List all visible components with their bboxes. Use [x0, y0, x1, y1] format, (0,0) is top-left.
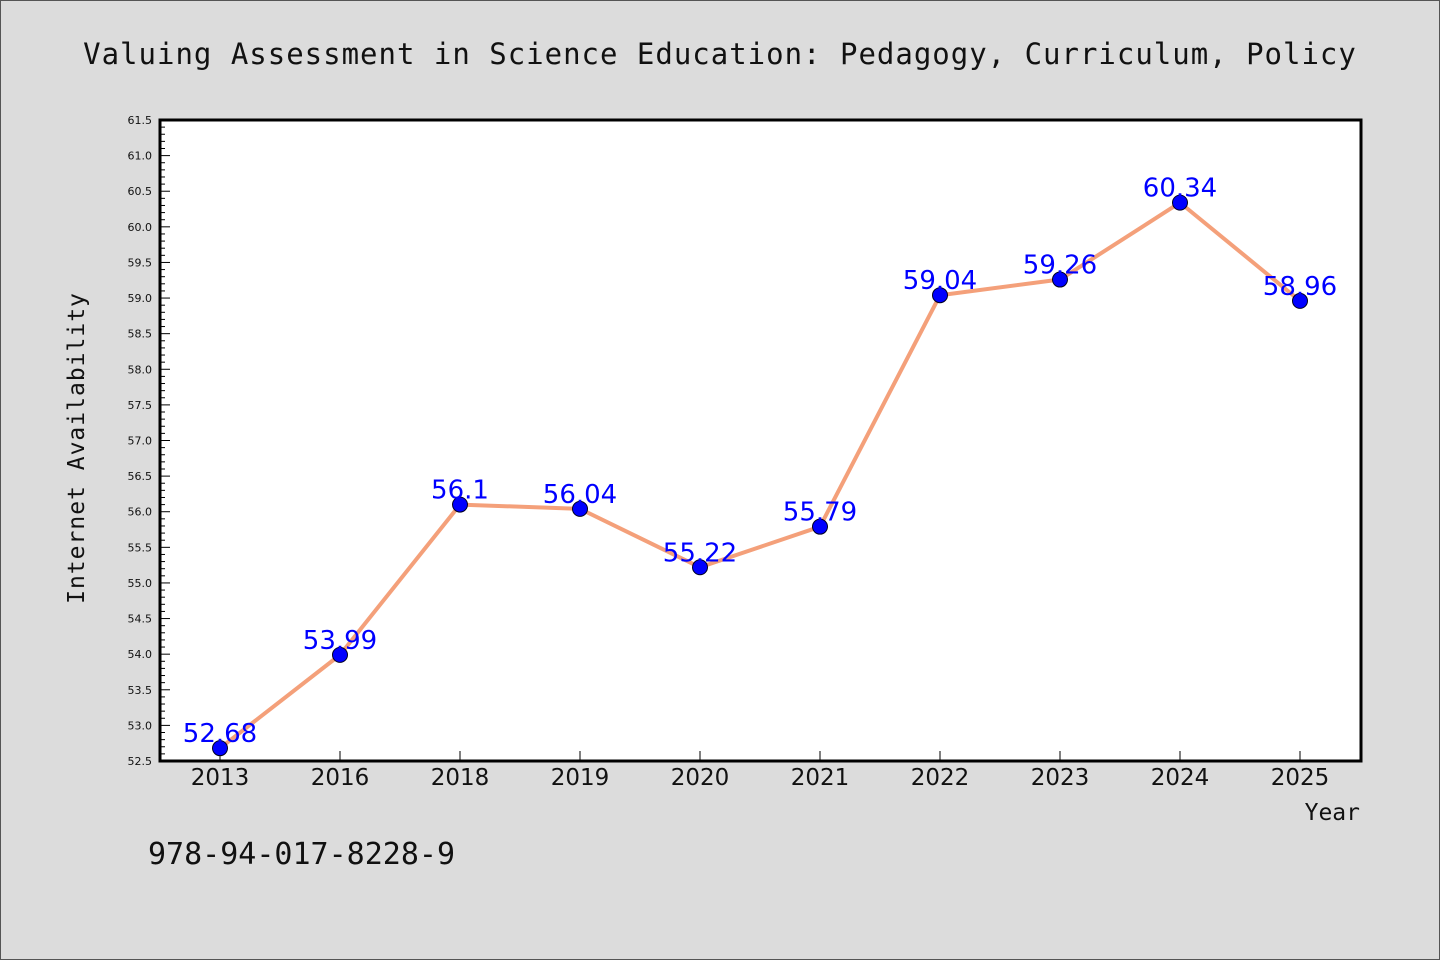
y-tick-label: 57.0 — [128, 435, 153, 448]
y-tick-label: 56.5 — [128, 470, 153, 483]
data-point — [1292, 292, 1308, 309]
y-tick-label: 53.0 — [128, 719, 153, 732]
data-point — [932, 287, 948, 304]
data-point — [812, 518, 828, 535]
x-tick-label: 2019 — [551, 765, 610, 791]
x-tick-label: 2021 — [791, 765, 850, 791]
y-tick-label: 57.5 — [128, 399, 153, 412]
y-tick-label: 52.5 — [128, 755, 153, 768]
x-tick-label: 2023 — [1031, 765, 1090, 791]
x-tick-label: 2022 — [911, 765, 970, 791]
x-axis: 2013 2016 2018 2019 2020 2021 2022 2023 2024 2025 — [191, 751, 1330, 791]
y-axis-label: Internet Availability — [64, 292, 90, 604]
series-line — [218, 200, 1302, 750]
data-label: 59.26 — [1023, 251, 1097, 281]
data-point — [1052, 271, 1068, 288]
x-tick-label: 2024 — [1151, 765, 1210, 791]
data-point — [452, 496, 468, 513]
plot-area — [158, 118, 1363, 763]
y-tick-label: 55.5 — [128, 541, 153, 554]
data-point — [692, 559, 708, 576]
data-point — [212, 740, 228, 757]
data-label: 55.79 — [783, 498, 857, 528]
data-label: 53.99 — [303, 626, 377, 656]
x-axis-label: Year — [1305, 800, 1360, 826]
x-tick-label: 2020 — [671, 765, 730, 791]
y-tick-label: 56.0 — [128, 506, 153, 519]
y-tick-label: 58.0 — [128, 363, 153, 376]
y-tick-label: 59.5 — [128, 256, 153, 269]
data-label: 52.68 — [183, 719, 257, 749]
data-label: 60.34 — [1143, 174, 1217, 204]
chart-title: Valuing Assessment in Science Education:… — [83, 37, 1357, 71]
y-tick-label: 61.5 — [128, 114, 153, 127]
y-tick-label: 55.0 — [128, 577, 153, 590]
data-point — [572, 500, 588, 517]
series-line-group — [212, 194, 1308, 757]
y-tick-label: 59.0 — [128, 292, 153, 305]
x-tick-label: 2013 — [191, 765, 250, 791]
data-label: 55.22 — [663, 538, 737, 568]
data-label: 59.04 — [903, 266, 977, 296]
y-tick-label: 61.0 — [128, 150, 153, 163]
data-labels-group: 52.68 53.99 56.1 56.04 55.22 55.79 59.04 59.26 6… — [183, 174, 1337, 750]
footer-isbn: 978-94-017-8228-9 — [148, 837, 455, 872]
data-label: 58.96 — [1263, 272, 1337, 302]
y-tick-label: 60.5 — [128, 185, 153, 198]
y-tick-label: 54.0 — [128, 648, 153, 661]
data-point — [332, 646, 348, 663]
data-label: 56.1 — [431, 476, 489, 506]
x-tick-label: 2016 — [311, 765, 370, 791]
y-tick-label: 60.0 — [128, 221, 153, 234]
data-label: 56.04 — [543, 480, 617, 510]
y-tick-label: 58.5 — [128, 328, 153, 341]
x-tick-label: 2018 — [431, 765, 490, 791]
y-axis: 52.5 53.0 53.5 54.0 54.5 55.0 55.5 56.0 56.5 57.0… — [128, 114, 170, 768]
y-tick-label: 54.5 — [128, 613, 153, 626]
data-point — [1172, 194, 1188, 211]
x-tick-label: 2025 — [1271, 765, 1330, 791]
y-tick-label: 53.5 — [128, 684, 153, 697]
